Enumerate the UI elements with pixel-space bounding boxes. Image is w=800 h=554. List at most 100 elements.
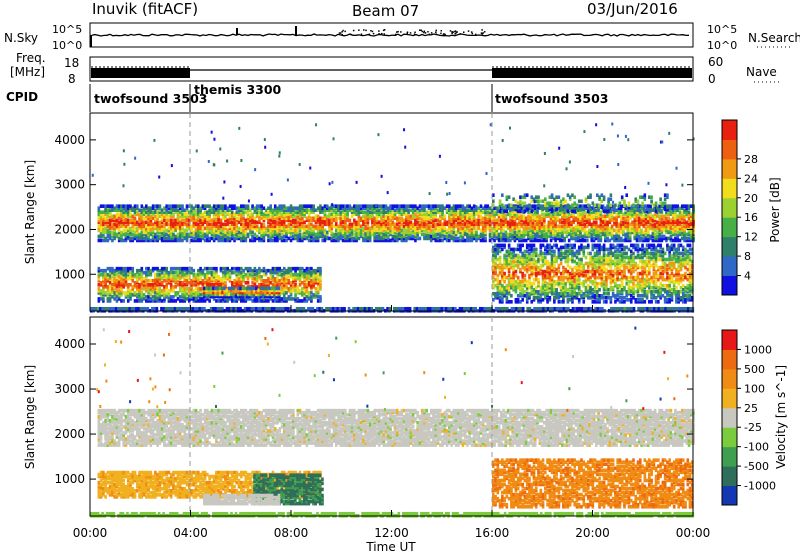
power-cell [633,216,637,221]
power-cell [344,234,347,239]
power-cell [384,224,388,229]
power-cell [380,224,383,229]
power-cell [509,238,512,243]
power-cell [538,238,542,243]
power-cell [531,238,535,243]
power-cell [158,228,162,233]
power-cell [292,210,295,215]
power-cell [97,214,101,219]
power-cell [147,297,150,301]
power-cell [585,212,589,217]
power-cell [595,228,598,233]
power-cell [154,285,157,289]
power-cell [285,291,288,295]
power-cell [382,232,386,237]
power-cell [271,232,275,237]
nsky-tick-top: 10^5 [52,23,82,36]
power-cell [140,216,144,221]
power-cell [215,222,218,227]
power-cell [316,236,320,241]
power-cell [301,208,304,213]
power-cell [536,228,539,233]
power-cell [330,218,334,223]
nsearch-dot [394,33,397,36]
power-cell [131,272,135,277]
power-cell [678,226,682,231]
power-cell [255,204,259,208]
power-cell [244,236,248,241]
power-cell [165,214,168,219]
power-cell [169,266,173,271]
power-cell [355,238,358,243]
power-cell [615,228,618,233]
power-cell [628,208,632,213]
power-cell [353,206,356,211]
power-cell [511,230,514,235]
power-cell [427,210,431,215]
power-cell [145,204,148,208]
power-cell [325,218,329,223]
power-cell [332,210,336,215]
power-cell [497,232,501,237]
power-cell [608,232,612,237]
power-cell [194,204,198,208]
beam-title: Beam 07 [352,2,419,20]
power-cell [194,236,198,241]
power-cell [140,299,144,303]
power-cell [133,212,137,217]
power-cell [120,206,123,211]
power-cell [172,214,175,219]
power-cell [669,234,673,239]
power-cell [106,232,110,237]
power-cell [224,214,227,219]
power-cell [149,287,153,291]
power-cell [230,297,234,301]
power-cell [212,216,216,221]
power-cell [190,230,193,235]
power-cell [583,214,587,219]
power-cell [178,222,182,227]
power-cell [561,238,564,243]
power-cell [599,214,603,219]
power-cell [567,238,571,243]
power-cell [97,268,101,273]
power-cell [334,204,338,208]
power-cell [346,224,349,229]
power-cell [502,212,505,217]
power-cell [316,232,320,237]
power-cell [479,228,483,233]
power-cell [579,214,582,219]
power-cell [285,226,288,231]
power-cell [230,216,234,221]
power-cell [115,220,119,225]
power-cell [558,238,562,243]
power-cell [262,232,266,237]
power-cell [540,224,544,229]
power-cell [665,220,668,225]
power-cell [518,234,521,239]
power-cell [635,210,639,215]
power-cell [124,230,128,235]
power-cell [203,220,207,225]
power-cell [235,278,239,283]
power-cell [106,285,110,289]
power-cell [604,218,607,223]
power-cell [339,212,343,217]
power-cell [651,232,655,237]
power-cell [285,216,288,221]
power-cell [536,212,539,217]
power-cell [529,206,533,211]
power-cell [651,224,655,229]
power-cell [303,297,306,301]
power-cell [273,224,277,229]
power-cell [298,224,302,229]
power-cell [192,232,196,237]
nsky-tick-bottom: 10^0 [52,39,82,52]
power-cell [511,220,514,225]
power-cell [459,206,462,211]
power-cell [637,220,641,225]
power-cell [298,206,302,211]
power-cell [339,228,343,233]
power-cell [305,291,309,295]
power-cell [314,224,318,229]
